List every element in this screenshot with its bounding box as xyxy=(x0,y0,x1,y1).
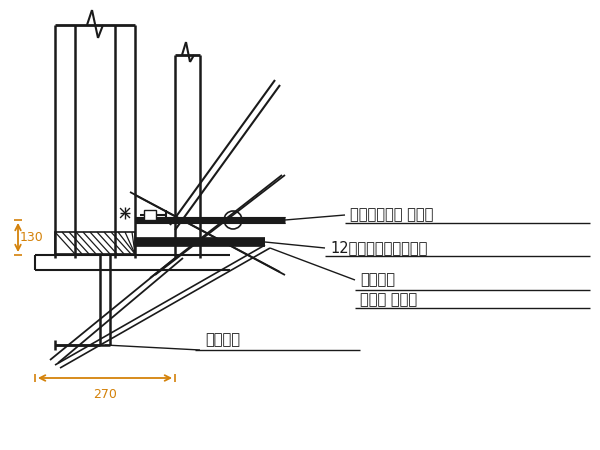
Text: （周转 使用）: （周转 使用） xyxy=(360,292,417,307)
Text: 地脚螺栓: 地脚螺栓 xyxy=(205,333,240,347)
Text: 130: 130 xyxy=(20,231,44,244)
Bar xyxy=(55,232,135,254)
Text: 270: 270 xyxy=(93,388,117,401)
Text: 12号槽钢（周转使用）: 12号槽钢（周转使用） xyxy=(330,240,427,256)
Text: 连接螺母: 连接螺母 xyxy=(360,273,395,288)
Text: 外连杆（周转 使用）: 外连杆（周转 使用） xyxy=(350,207,433,222)
Bar xyxy=(144,210,156,220)
